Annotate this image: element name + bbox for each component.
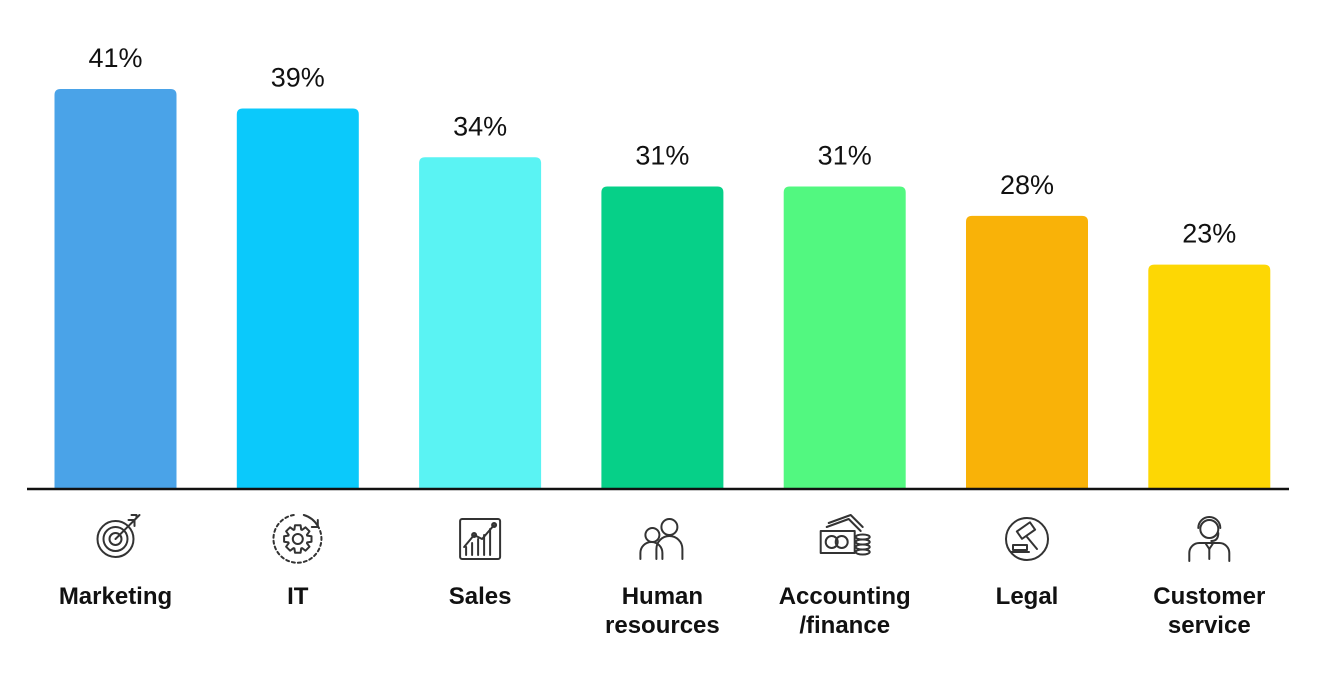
value-label-marketing: 41%: [88, 43, 142, 73]
money-coins-icon: [819, 514, 871, 556]
category-label-sales: Sales: [449, 583, 512, 610]
value-label-customer-service: 23%: [1182, 219, 1236, 249]
value-label-legal: 28%: [1000, 170, 1054, 200]
gear-cycle-icon: [272, 514, 323, 564]
category-label-legal: Legal: [996, 583, 1059, 610]
value-label-sales: 34%: [453, 111, 507, 141]
bar-accounting-finance: [783, 186, 906, 489]
category-label-marketing: Marketing: [59, 583, 172, 610]
value-labels-group: 41% 39% 34% 31% 31% 28% 23%: [88, 43, 1236, 249]
category-label-accounting-finance: Accounting/finance: [779, 583, 911, 639]
category-label-human-resources: Human resources: [605, 583, 720, 639]
value-label-human-resources: 31%: [635, 141, 689, 171]
bar-marketing: [54, 89, 177, 489]
category-labels-group: Marketing IT Sales Human resources Accounting…: [59, 583, 1265, 639]
value-label-accounting-finance: 31%: [818, 141, 872, 171]
value-label-it: 39%: [271, 63, 325, 93]
people-icon: [639, 518, 684, 560]
category-label-customer-service: Customer service: [1153, 583, 1265, 639]
category-label-it: IT: [287, 583, 309, 610]
bar-customer-service: [1148, 264, 1271, 489]
bar-human-resources: [601, 186, 724, 489]
bar-legal: [966, 215, 1088, 489]
category-icons-group: [96, 514, 1231, 564]
gavel-icon: [1005, 517, 1049, 561]
bar-it: [236, 108, 359, 489]
bar-sales: [419, 157, 542, 490]
bars-group: [54, 89, 1271, 490]
support-agent-icon: [1188, 516, 1231, 562]
target-icon: [96, 514, 141, 558]
growth-chart-icon: [459, 518, 502, 560]
